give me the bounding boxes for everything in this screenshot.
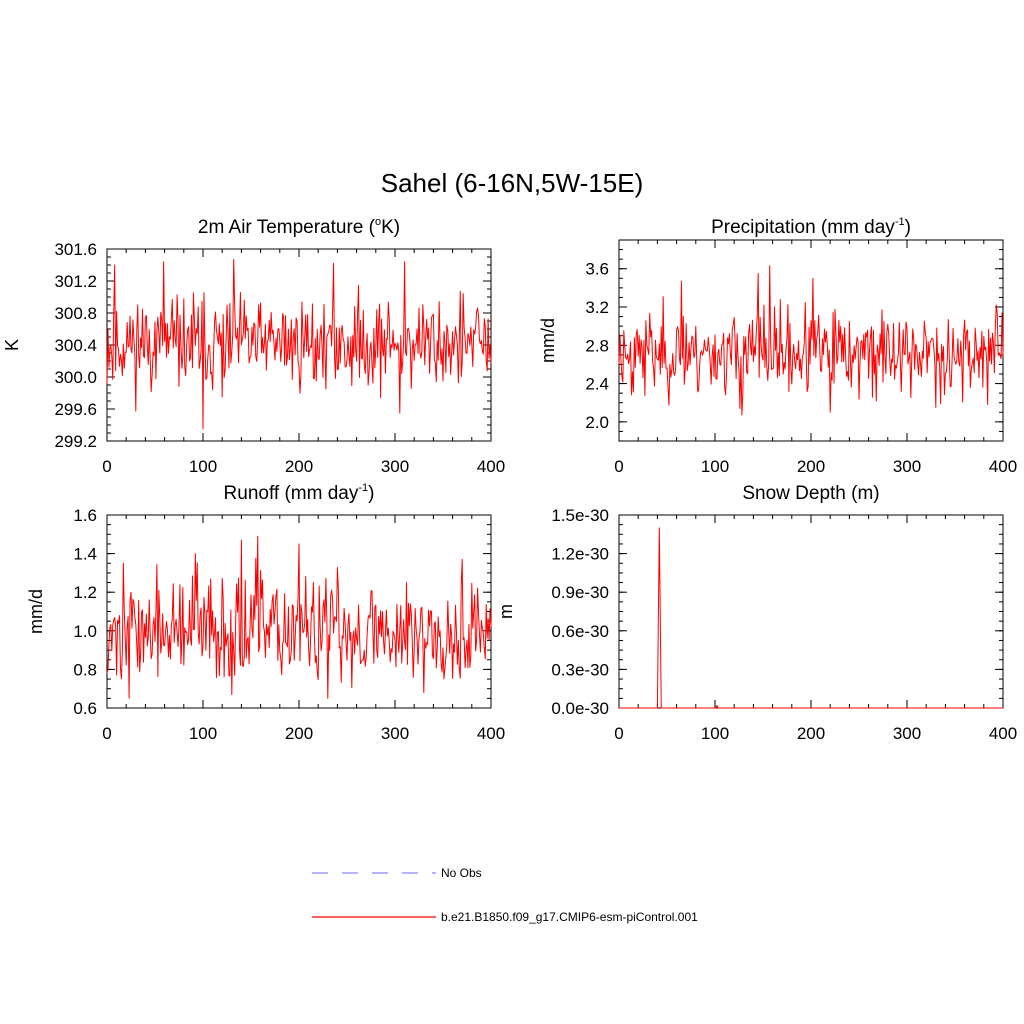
xtick-label: 300 [893, 457, 921, 476]
ytick-label: 1.6 [73, 506, 97, 525]
ytick-label: 2.0 [585, 413, 609, 432]
ytick-label: 300.4 [54, 336, 97, 355]
ytick-label: 2.8 [585, 336, 609, 355]
ytick-label: 0.6 [73, 699, 97, 718]
ytick-label: 1.2 [73, 583, 97, 602]
panel-title-main: Snow Depth (m) [742, 483, 879, 504]
axes-frame-temp [106, 248, 492, 442]
panel-precip: Precipitation (mm day-1) mm/d 0 100 200 300 40… [538, 216, 1017, 476]
xtick-label: 400 [477, 724, 505, 743]
panel-title-main: Runoff (mm day [224, 483, 359, 504]
panel-title-runoff: Runoff (mm day-1) [224, 482, 375, 504]
xtick-label: 100 [701, 457, 729, 476]
legend-model-label: b.e21.B1850.f09_g17.CMIP6-esm-piControl.… [441, 910, 698, 924]
ylabel-runoff: mm/d [26, 589, 46, 634]
xtick-label: 400 [989, 724, 1017, 743]
xtick-label: 400 [989, 457, 1017, 476]
ytick-label: 0.3e-30 [551, 660, 609, 679]
ytick-label: 300.8 [54, 304, 97, 323]
xtick-label: 0 [614, 724, 623, 743]
series-line-precip [618, 265, 1004, 416]
panels: 2m Air Temperature (oK) K 0 100 200 300 400 299… [2, 216, 1017, 743]
ytick-label: 300.0 [54, 368, 97, 387]
ylabel-snow: m [496, 604, 516, 619]
ytick-label: 1.0 [73, 622, 97, 641]
series-line-temp [106, 258, 492, 430]
xtick-label: 200 [797, 724, 825, 743]
legend: No Obs b.e21.B1850.f09_g17.CMIP6-esm-piC… [312, 866, 698, 924]
ytick-label: 3.2 [585, 298, 609, 317]
xtick-label: 300 [893, 724, 921, 743]
xtick-label: 200 [285, 724, 313, 743]
xtick-label: 0 [614, 457, 623, 476]
panel-title-temp: 2m Air Temperature (oK) [198, 216, 400, 238]
xtick-label: 100 [701, 724, 729, 743]
panel-snow: Snow Depth (m) m 0 100 200 300 400 0.0e-30 0.3e-… [496, 483, 1017, 743]
panel-title-end: ) [905, 217, 911, 238]
ytick-label: 1.5e-30 [551, 506, 609, 525]
xtick-label: 0 [102, 724, 111, 743]
ytick-label: 299.6 [54, 400, 97, 419]
panel-title-sup: -1 [895, 216, 905, 228]
xtick-label: 200 [285, 457, 313, 476]
series-line-runoff [106, 535, 492, 699]
ytick-label: 0.8 [73, 660, 97, 679]
panel-title-snow: Snow Depth (m) [742, 483, 879, 504]
axes-frame-snow [618, 514, 1004, 709]
xtick-label: 300 [381, 724, 409, 743]
ytick-label: 301.2 [54, 272, 97, 291]
ytick-label: 301.6 [54, 240, 97, 259]
ytick-label: 1.4 [73, 545, 97, 564]
ytick-label: 0.9e-30 [551, 583, 609, 602]
panel-title-end: K) [381, 217, 400, 238]
ytick-label: 3.6 [585, 260, 609, 279]
panel-runoff: Runoff (mm day-1) mm/d 0 100 200 300 400 0.6 0.8… [26, 482, 505, 743]
ytick-label: 0.6e-30 [551, 622, 609, 641]
panel-title-precip: Precipitation (mm day-1) [711, 216, 911, 238]
xtick-label: 100 [189, 724, 217, 743]
xtick-label: 0 [102, 457, 111, 476]
panel-title-sup: -1 [358, 482, 368, 494]
panel-title-end: ) [368, 483, 374, 504]
ytick-label: 2.4 [585, 375, 609, 394]
ytick-label: 1.2e-30 [551, 545, 609, 564]
xtick-label: 100 [189, 457, 217, 476]
ytick-label: 299.2 [54, 432, 97, 451]
legend-obs-label: No Obs [441, 866, 482, 880]
ylabel-temp: K [2, 339, 22, 351]
xtick-label: 200 [797, 457, 825, 476]
ylabel-precip: mm/d [538, 318, 558, 363]
xtick-label: 300 [381, 457, 409, 476]
figure-title: Sahel (6-16N,5W-15E) [381, 168, 644, 198]
panel-title-sup: o [375, 216, 381, 228]
panel-title-main: Precipitation (mm day [711, 217, 895, 238]
ytick-label: 0.0e-30 [551, 699, 609, 718]
panel-title-main: 2m Air Temperature ( [198, 217, 376, 238]
xtick-label: 400 [477, 457, 505, 476]
series-line-snow [619, 527, 1003, 709]
panel-temp: 2m Air Temperature (oK) K 0 100 200 300 400 299… [2, 216, 505, 476]
